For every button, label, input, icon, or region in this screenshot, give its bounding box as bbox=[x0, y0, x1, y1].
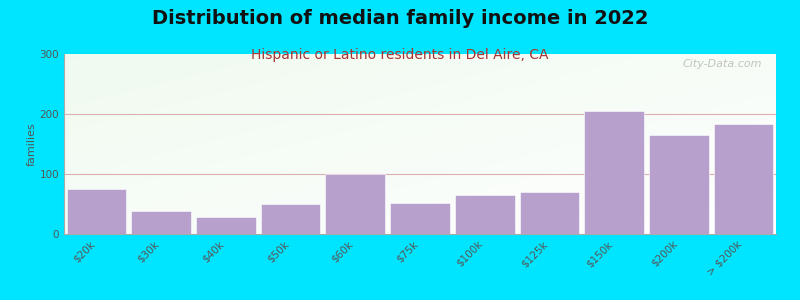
Bar bbox=[714, 124, 774, 234]
Bar bbox=[649, 135, 709, 234]
Bar bbox=[196, 217, 255, 234]
Bar bbox=[261, 204, 320, 234]
Text: City-Data.com: City-Data.com bbox=[682, 59, 762, 69]
Bar bbox=[326, 174, 385, 234]
Bar bbox=[390, 203, 450, 234]
Text: Hispanic or Latino residents in Del Aire, CA: Hispanic or Latino residents in Del Aire… bbox=[251, 48, 549, 62]
Y-axis label: families: families bbox=[26, 122, 37, 166]
Text: Distribution of median family income in 2022: Distribution of median family income in … bbox=[152, 9, 648, 28]
Bar bbox=[520, 192, 579, 234]
Bar bbox=[585, 111, 644, 234]
Bar bbox=[131, 211, 191, 234]
Bar bbox=[455, 195, 514, 234]
Bar bbox=[66, 189, 126, 234]
